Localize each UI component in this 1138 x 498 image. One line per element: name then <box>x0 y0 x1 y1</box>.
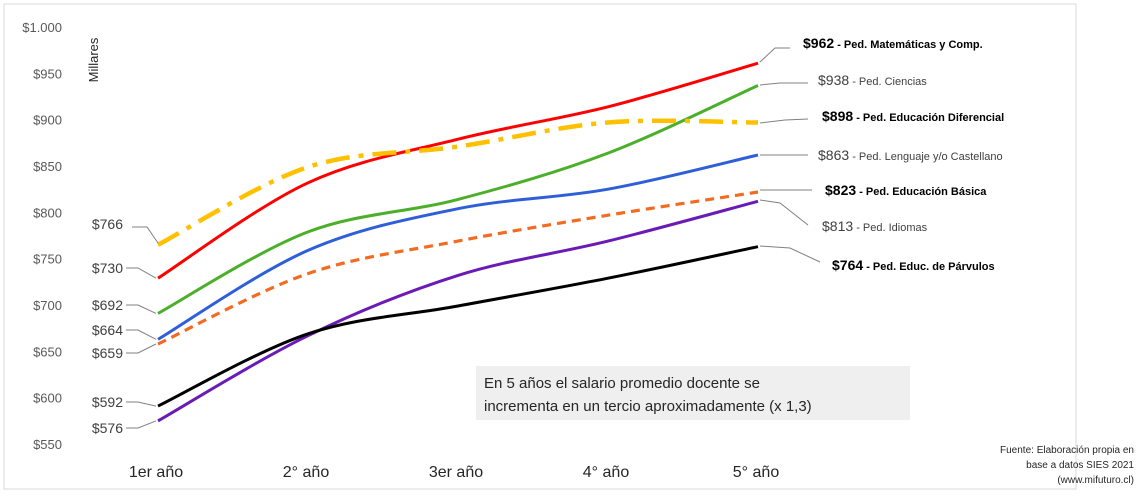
y-axis: $550 $600 $650 $700 $750 $800 $850 $900 $950 $1.0… <box>22 20 62 452</box>
end-series-name: - Ped. Ciencias <box>849 76 927 88</box>
annotation-box: En 5 años el salario promedio docente se… <box>476 366 910 420</box>
series-layer <box>156 61 759 423</box>
end-value-label: $813 - Ped. Idiomas <box>822 218 928 234</box>
end-value-label: $823 - Ped. Educación Básica <box>825 182 987 198</box>
leader-line <box>759 199 809 226</box>
leader-line <box>126 420 157 429</box>
end-series-name: - Ped. Educ. de Párvulos <box>863 261 994 273</box>
y-tick-label: $650 <box>33 344 62 359</box>
leader-line <box>126 401 157 407</box>
annotation-line-2: incrementa en un tercio aproximadamente … <box>484 398 812 415</box>
series-line <box>157 153 759 341</box>
leader-line <box>126 343 157 354</box>
start-value-label: $576 <box>92 420 123 436</box>
leader-line <box>759 245 821 263</box>
end-series-name: - Ped. Matemáticas y Comp. <box>834 39 983 51</box>
y-tick-label: $800 <box>33 205 62 220</box>
end-value-label: $898 - Ped. Educación Diferencial <box>822 108 1004 124</box>
end-series-name: - Ped. Educación Diferencial <box>853 112 1004 124</box>
source-line-2: base a datos SIES 2021 <box>1026 460 1134 471</box>
end-value: $813 <box>822 218 853 234</box>
end-series-name: - Ped. Idiomas <box>853 222 927 234</box>
series-line <box>157 84 759 315</box>
end-value: $823 <box>825 182 856 198</box>
y-tick-label: $600 <box>33 391 62 406</box>
leader-line <box>126 329 157 340</box>
source-line-1: Fuente: Elaboración propia en <box>1000 445 1134 456</box>
end-value: $938 <box>818 72 849 88</box>
leader-line <box>759 118 809 124</box>
y-tick-label: $900 <box>33 113 62 128</box>
x-tick-label: 1er año <box>129 464 183 481</box>
end-value-label: $938 - Ped. Ciencias <box>818 72 927 88</box>
leader-line <box>759 82 808 86</box>
source-note: Fuente: Elaboración propia en base a dat… <box>1000 445 1134 486</box>
series-line <box>157 245 759 408</box>
leader-line <box>126 267 157 279</box>
x-tick-label: 4° año <box>583 464 630 481</box>
end-labels: $962 - Ped. Matemáticas y Comp. $938 - Pe… <box>759 35 1004 273</box>
start-value-label: $664 <box>92 322 123 338</box>
y-axis-label: Millares <box>86 37 101 82</box>
start-value-label: $730 <box>92 260 123 276</box>
start-value-label: $692 <box>92 297 123 313</box>
end-value: $898 <box>822 108 853 124</box>
y-tick-label: $750 <box>33 252 62 267</box>
x-tick-label: 5° año <box>733 464 780 481</box>
end-value-label: $962 - Ped. Matemáticas y Comp. <box>803 35 983 51</box>
leader-line <box>759 47 790 63</box>
y-tick-label: $850 <box>33 159 62 174</box>
series-line <box>157 199 759 423</box>
series-line <box>156 118 759 247</box>
end-series-name: - Ped. Lenguaje y/o Castellano <box>849 151 1003 163</box>
start-labels: $730 $692 $766 $664 $659 $576 $592 <box>92 216 159 436</box>
annotation-background <box>476 366 910 420</box>
start-value-label: $659 <box>92 345 123 361</box>
x-axis: 1er año 2° año 3er año 4° año 5° año <box>129 464 779 481</box>
source-line-3: (www.mifuturo.cl) <box>1057 475 1134 486</box>
end-value-label: $863 - Ped. Lenguaje y/o Castellano <box>818 147 1003 163</box>
end-value: $764 <box>832 257 863 273</box>
end-value: $863 <box>818 147 849 163</box>
y-tick-label: $950 <box>33 66 62 81</box>
x-tick-label: 3er año <box>429 464 483 481</box>
leader-line <box>132 226 159 244</box>
annotation-line-1: En 5 años el salario promedio docente se <box>484 375 760 392</box>
series-line <box>157 190 759 346</box>
y-tick-label: $1.000 <box>22 20 62 35</box>
start-value-label: $766 <box>92 216 123 232</box>
end-value-label: $764 - Ped. Educ. de Párvulos <box>832 257 995 273</box>
end-value: $962 <box>803 35 834 51</box>
leader-line <box>126 304 157 314</box>
series-line <box>157 61 759 280</box>
y-tick-label: $550 <box>33 437 62 452</box>
x-tick-label: 2° año <box>283 464 330 481</box>
start-value-label: $592 <box>92 394 123 410</box>
y-tick-label: $700 <box>33 298 62 313</box>
end-series-name: - Ped. Educación Básica <box>856 186 987 198</box>
